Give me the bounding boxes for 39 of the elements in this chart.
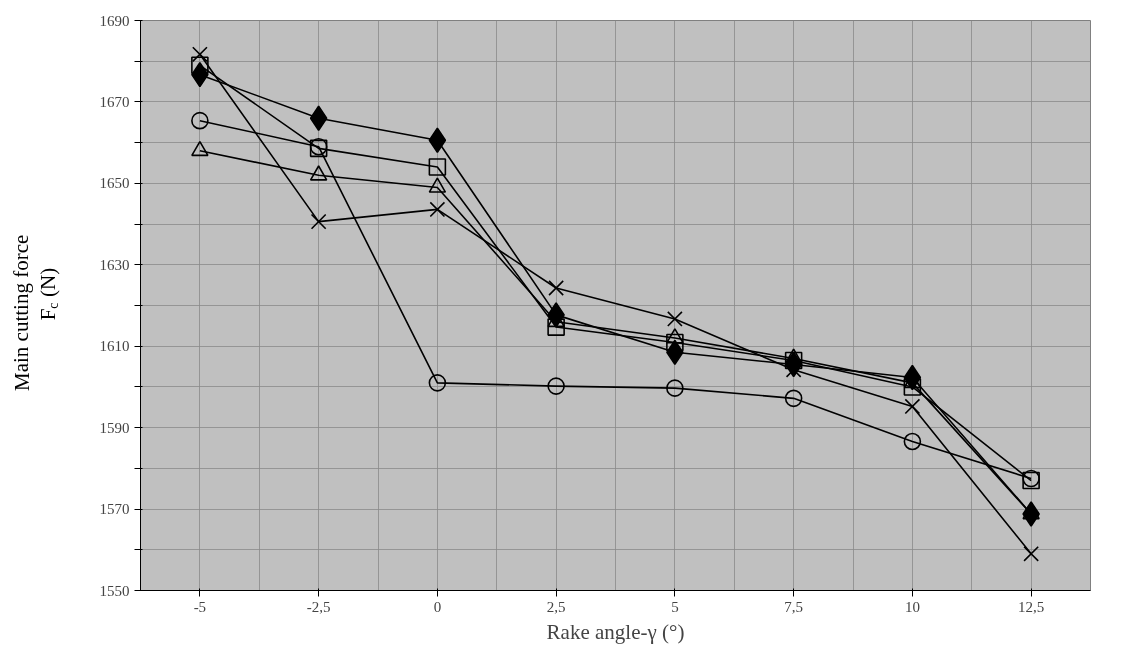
y-tick-label: 1570 [99, 501, 130, 518]
point [904, 398, 921, 415]
x-tick-label: -5 [193, 598, 207, 615]
point [547, 377, 565, 395]
y-tick-label: 1670 [99, 93, 130, 110]
point [428, 158, 447, 176]
y-tick-label: 1650 [99, 175, 130, 192]
y-tick-label: 1610 [99, 338, 130, 355]
point [903, 432, 922, 451]
x-axis-title: Rake angle-γ (°) [546, 619, 685, 644]
point [903, 378, 922, 396]
point [191, 111, 209, 130]
x-tick-label: 12,5 [1018, 598, 1045, 615]
point [1023, 545, 1039, 562]
point [428, 127, 447, 153]
point [547, 318, 565, 336]
point [548, 280, 564, 296]
x-tick-label: 10 [904, 598, 920, 615]
point [310, 213, 327, 230]
point [666, 333, 684, 352]
point [667, 311, 683, 327]
y-tick-label: 1690 [99, 12, 130, 29]
x-tick-label: -2,5 [306, 598, 331, 615]
point [428, 374, 447, 392]
x-tick-label: 0 [433, 598, 442, 615]
point [429, 201, 446, 218]
x-tick-label: 2,5 [546, 598, 566, 615]
y-tick-label: 1630 [99, 256, 130, 273]
y-tick-label: 1590 [99, 419, 130, 436]
x-tick-label: 5 [671, 598, 679, 615]
point [666, 379, 684, 397]
point [784, 351, 803, 370]
x-tick-label: 7,5 [784, 598, 803, 615]
point [666, 328, 684, 344]
point [784, 389, 803, 408]
point [191, 56, 209, 75]
point [192, 46, 208, 63]
y-tick-label: 1550 [99, 582, 130, 599]
point [309, 105, 328, 132]
